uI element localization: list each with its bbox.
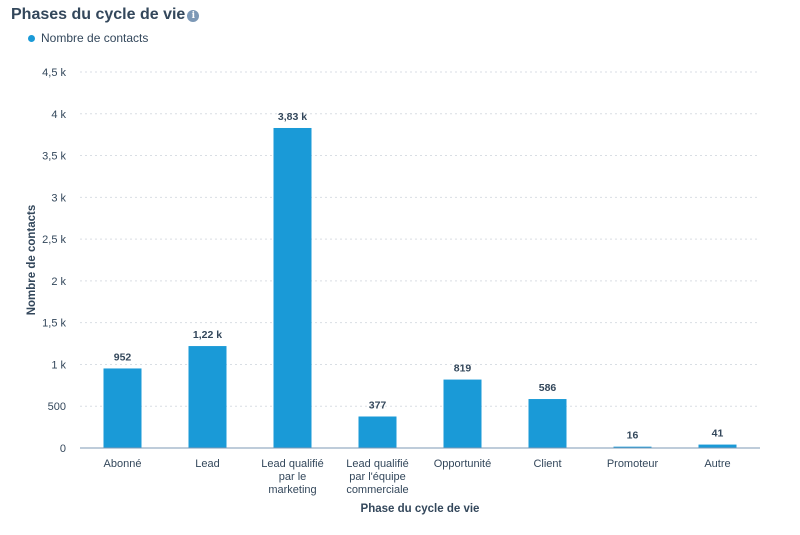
y-tick-label: 3,5 k bbox=[42, 151, 66, 163]
x-tick-label: commerciale bbox=[346, 484, 408, 496]
bar[interactable] bbox=[443, 379, 482, 448]
y-tick-label: 0 bbox=[60, 443, 66, 455]
x-tick-label: Lead qualifié bbox=[261, 458, 323, 470]
bar[interactable] bbox=[528, 399, 567, 448]
data-label: 1,22 k bbox=[193, 329, 222, 341]
data-label: 952 bbox=[114, 351, 132, 363]
y-tick-label: 1 k bbox=[51, 359, 66, 371]
y-axis-ticks: 0 500 1 k 1,5 k 2 k 2,5 k 3 k 3,5 k 4 k 4,5 k bbox=[42, 67, 66, 455]
x-tick-label: par le bbox=[279, 471, 307, 483]
bar[interactable] bbox=[358, 416, 397, 448]
bars bbox=[103, 127, 737, 448]
x-tick-label: Client bbox=[533, 458, 561, 470]
y-tick-label: 2 k bbox=[51, 276, 66, 288]
data-label: 16 bbox=[627, 430, 639, 442]
chart-title: Phases du cycle de vie bbox=[11, 6, 186, 23]
data-label: 586 bbox=[539, 382, 557, 394]
data-label: 819 bbox=[454, 363, 472, 375]
chart-legend: Nombre de contacts bbox=[28, 31, 148, 45]
bar[interactable] bbox=[698, 444, 737, 448]
x-tick-label: par l'équipe bbox=[349, 471, 406, 483]
bar[interactable] bbox=[273, 127, 312, 448]
x-tick-label: Lead bbox=[195, 458, 219, 470]
y-tick-label: 3 k bbox=[51, 192, 66, 204]
x-tick-label: Promoteur bbox=[607, 458, 659, 470]
bar[interactable] bbox=[613, 446, 652, 448]
x-tick-label: marketing bbox=[268, 484, 316, 496]
y-tick-label: 2,5 k bbox=[42, 234, 66, 246]
x-axis-title: Phase du cycle de vie bbox=[361, 503, 480, 515]
data-label: 41 bbox=[712, 428, 724, 440]
bar[interactable] bbox=[103, 368, 142, 448]
chart-header: Phases du cycle de vie i bbox=[11, 6, 200, 24]
x-tick-label: Lead qualifié bbox=[346, 458, 408, 470]
y-tick-label: 500 bbox=[48, 401, 66, 413]
data-labels: 952 1,22 k 3,83 k 377 819 586 16 41 bbox=[114, 111, 724, 442]
x-tick-label: Opportunité bbox=[434, 458, 491, 470]
y-axis-title: Nombre de contacts bbox=[26, 205, 38, 316]
info-icon[interactable]: i bbox=[187, 10, 200, 22]
legend-label[interactable]: Nombre de contacts bbox=[41, 31, 149, 45]
legend-swatch bbox=[28, 34, 35, 42]
y-tick-label: 4 k bbox=[51, 109, 66, 121]
data-label: 3,83 k bbox=[278, 111, 307, 123]
gridlines bbox=[80, 71, 760, 407]
x-tick-label: Abonné bbox=[104, 458, 142, 470]
bar[interactable] bbox=[188, 346, 227, 448]
x-tick-label: Autre bbox=[704, 458, 730, 470]
data-label: 377 bbox=[369, 399, 387, 411]
y-tick-label: 4,5 k bbox=[42, 67, 66, 79]
y-tick-label: 1,5 k bbox=[42, 318, 66, 330]
